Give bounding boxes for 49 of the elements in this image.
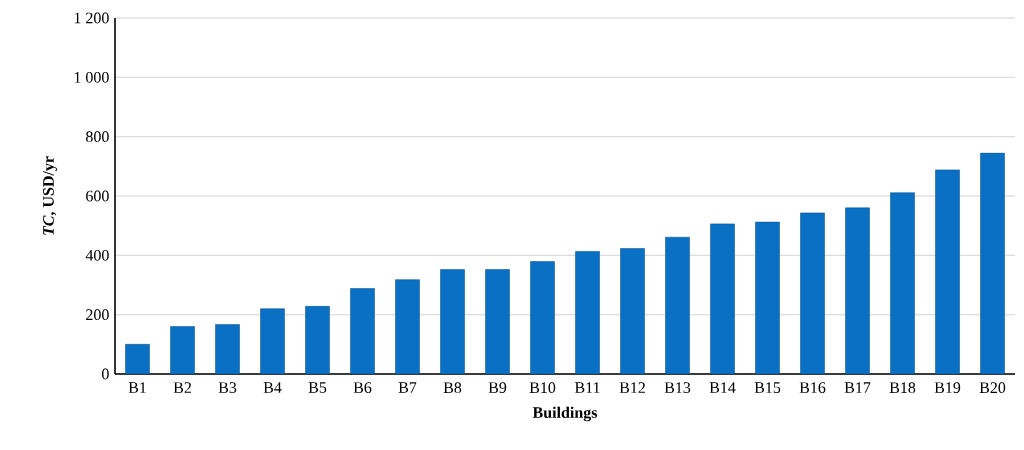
x-tick-label: B4	[263, 382, 282, 393]
x-tick-label: B7	[398, 382, 417, 393]
y-tick-label: 200	[86, 309, 109, 321]
bar	[170, 326, 195, 374]
bar	[710, 223, 735, 374]
x-tick-label: B6	[353, 382, 372, 394]
bar	[350, 288, 375, 374]
bar	[665, 236, 690, 374]
x-tick-label: B3	[218, 382, 237, 394]
y-tick-label: 1 200	[74, 12, 109, 24]
x-tick-label: B9	[488, 382, 507, 394]
bar	[800, 212, 825, 374]
x-tick-label: B17	[844, 382, 871, 393]
y-tick-label: 800	[86, 131, 109, 143]
x-tick-label: B14	[709, 382, 736, 393]
bar	[980, 152, 1005, 374]
x-tick-label: B13	[664, 382, 691, 394]
bar	[215, 324, 240, 374]
x-tick-label: B18	[889, 382, 916, 394]
x-axis-title: Buildings	[532, 406, 598, 422]
x-tick-label: B20	[979, 382, 1006, 394]
bar	[935, 169, 960, 374]
x-tick-label: B12	[619, 382, 645, 393]
y-tick-label: 400	[85, 249, 109, 261]
bar	[620, 248, 645, 374]
y-tick-label: 0	[102, 368, 109, 380]
bar	[575, 251, 600, 374]
x-tick-label: B1	[128, 382, 146, 393]
x-tick-label: B8	[443, 382, 462, 394]
y-axis-title: TC, USD/yr	[43, 156, 58, 235]
bar	[260, 308, 285, 374]
x-tick-label: B2	[173, 382, 191, 393]
x-tick-label: B16	[799, 382, 826, 394]
bar	[845, 207, 870, 374]
bar	[125, 344, 150, 374]
bar	[530, 261, 555, 374]
x-tick-label: B15	[754, 382, 781, 393]
bar	[305, 306, 330, 374]
x-tick-label: B19	[934, 382, 961, 394]
bar	[485, 269, 510, 374]
y-tick-label: 1 000	[74, 71, 109, 83]
y-tick-label: 600	[86, 190, 109, 202]
x-tick-label: B10	[529, 382, 556, 394]
bar	[755, 221, 780, 374]
x-tick-label: B5	[308, 382, 327, 393]
bar	[395, 279, 420, 374]
x-tick-label: B11	[574, 382, 600, 393]
bar	[890, 192, 915, 374]
bar	[440, 269, 465, 374]
